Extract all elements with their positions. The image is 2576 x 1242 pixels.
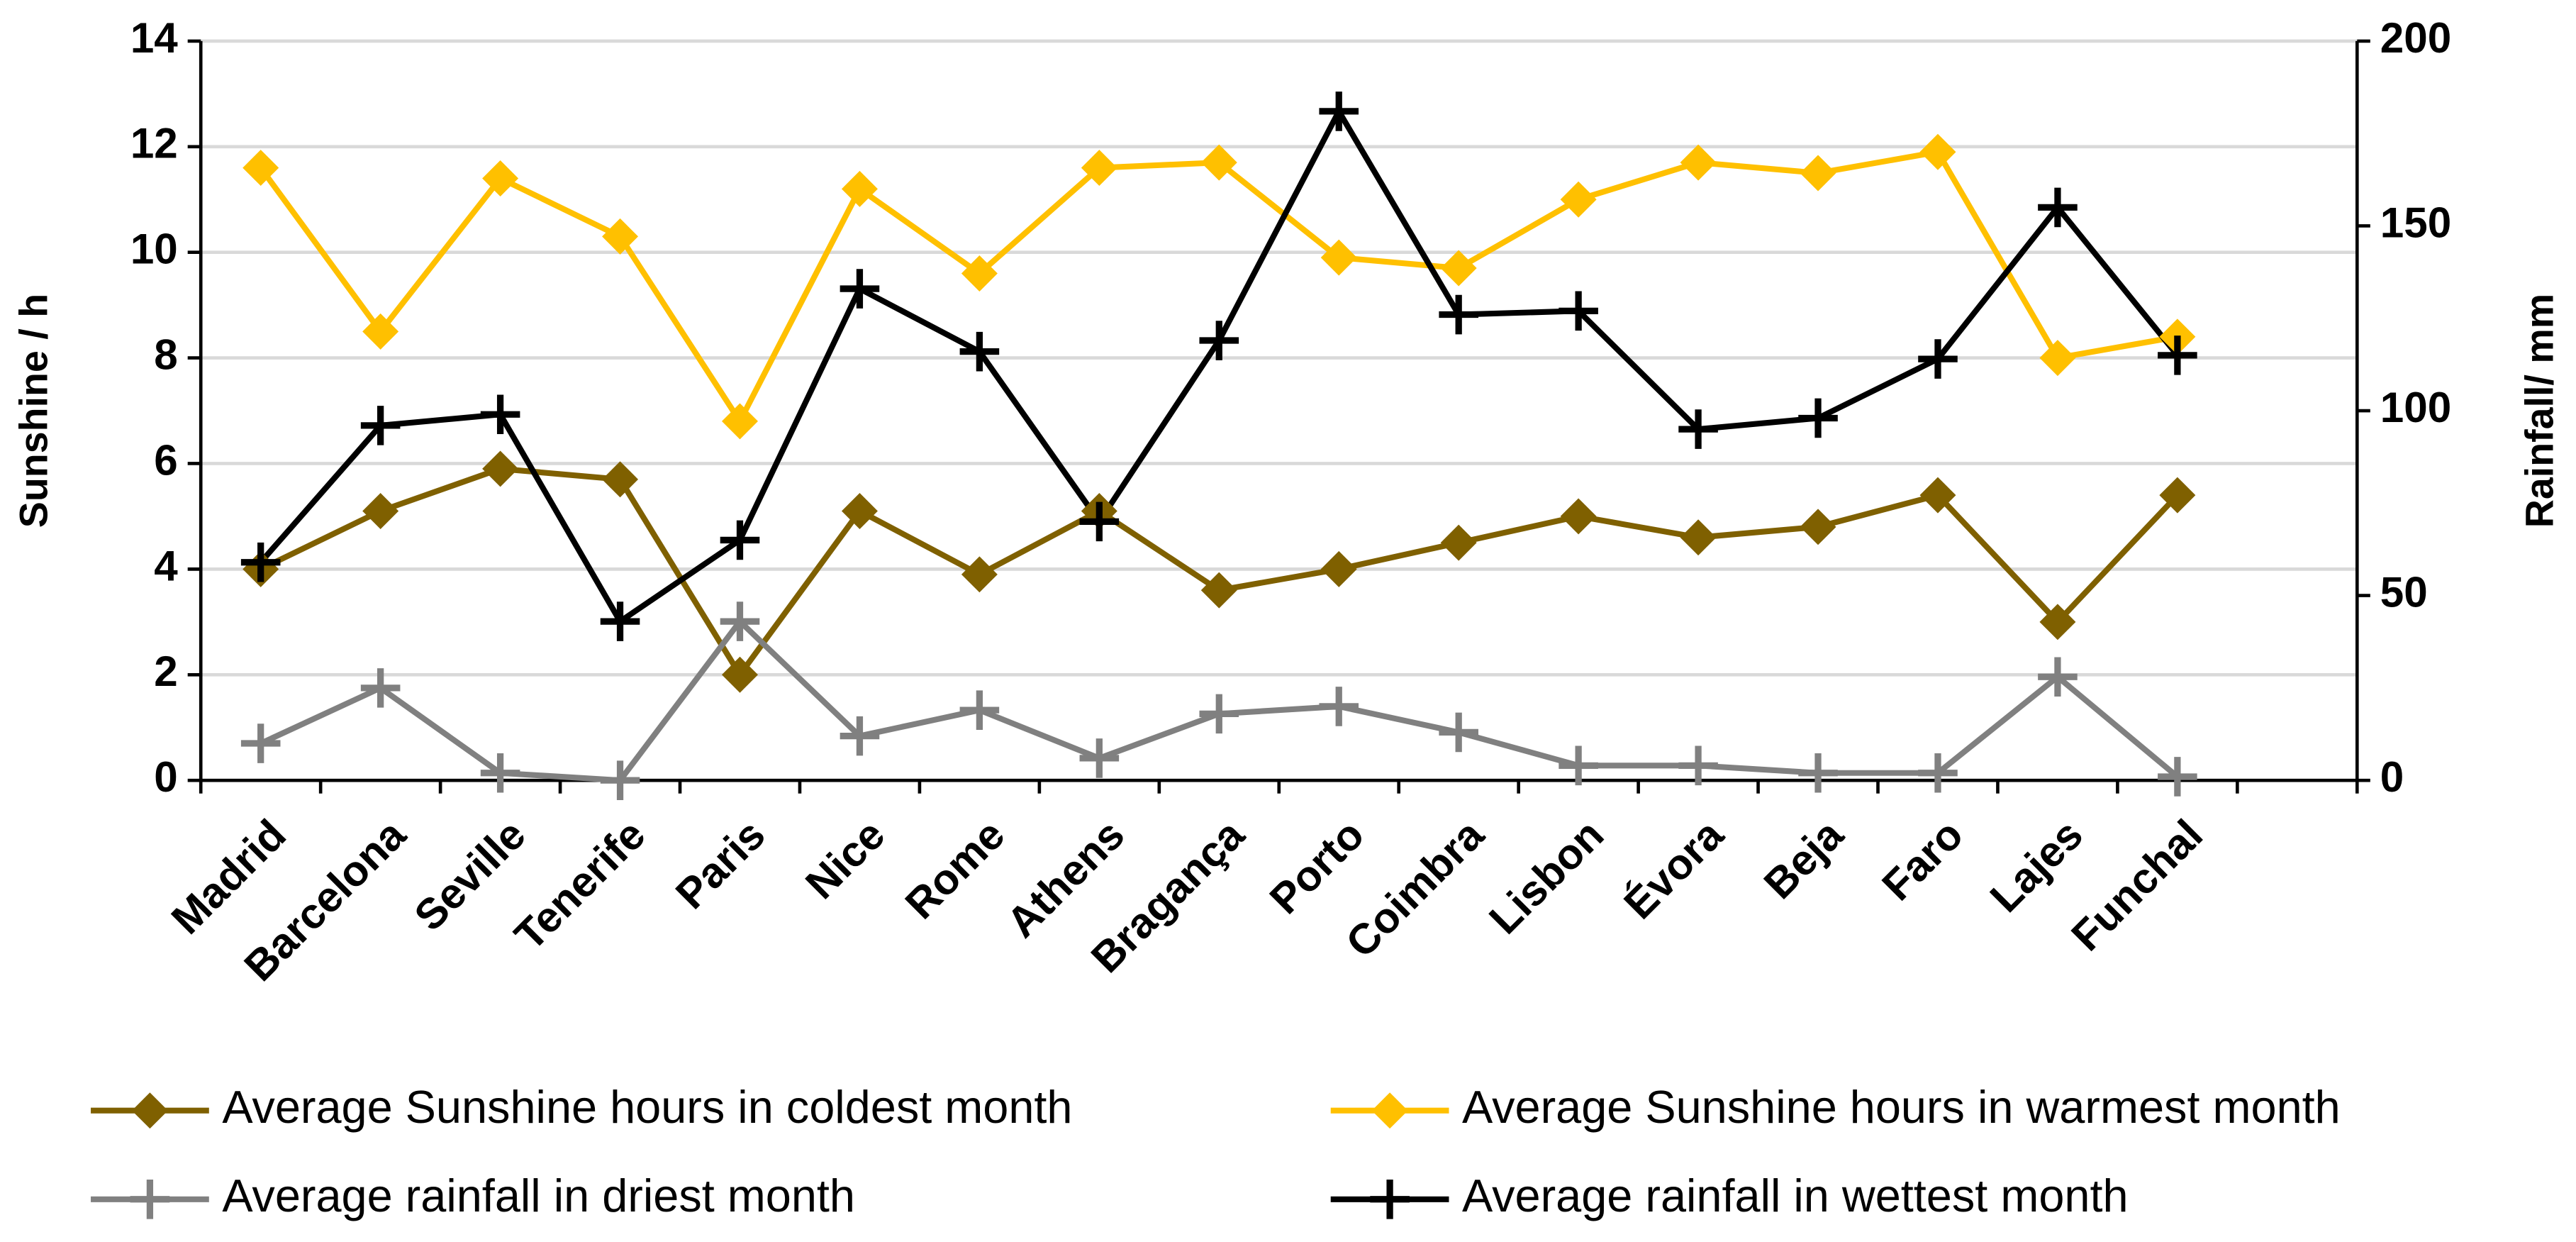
marker — [360, 406, 401, 445]
marker — [1320, 239, 1357, 276]
legend-marker — [130, 1179, 170, 1219]
y2-axis-title: Rainfall/ mm — [2518, 294, 2562, 528]
legend-marker — [1371, 1092, 1408, 1129]
y-tick-label: 0 — [154, 753, 177, 801]
marker — [600, 760, 640, 800]
y-tick-label: 14 — [130, 13, 178, 62]
marker — [240, 723, 281, 763]
marker — [961, 556, 998, 593]
marker — [1918, 753, 1958, 793]
marker — [2158, 757, 2197, 797]
y2-tick-label: 50 — [2380, 568, 2428, 616]
y-tick-label: 12 — [130, 119, 178, 167]
marker — [720, 520, 760, 560]
marker — [1199, 694, 1239, 734]
marker — [2158, 336, 2197, 375]
marker — [1800, 509, 1836, 545]
marker — [2159, 477, 2196, 514]
marker — [1678, 745, 1718, 786]
marker — [1560, 181, 1597, 218]
legend-marker — [131, 1092, 168, 1129]
marker — [600, 601, 640, 641]
legend-label: Average rainfall in wettest month — [1462, 1170, 2129, 1221]
legend-item: Average rainfall in driest month — [91, 1170, 855, 1221]
marker — [2038, 187, 2078, 228]
legend-label: Average Sunshine hours in coldest month — [222, 1081, 1072, 1133]
marker — [959, 331, 1000, 372]
marker — [722, 656, 758, 693]
marker — [1081, 150, 1117, 187]
marker — [1440, 524, 1477, 561]
legend-item: Average Sunshine hours in coldest month — [91, 1081, 1072, 1133]
marker — [1798, 753, 1838, 793]
legend-label: Average rainfall in driest month — [222, 1170, 855, 1221]
marker — [360, 668, 401, 708]
marker — [1559, 291, 1598, 331]
y-tick-label: 4 — [154, 541, 178, 589]
y2-tick-label: 100 — [2380, 383, 2451, 431]
marker — [840, 269, 880, 309]
marker — [1678, 409, 1718, 449]
marker — [1800, 155, 1836, 192]
marker — [1439, 712, 1478, 753]
y-tick-label: 8 — [154, 330, 177, 378]
marker — [480, 394, 520, 435]
y-tick-label: 6 — [154, 436, 177, 484]
y2-tick-label: 150 — [2380, 198, 2451, 246]
legend-item: Average rainfall in wettest month — [1330, 1170, 2129, 1221]
marker — [959, 690, 1000, 730]
marker — [602, 461, 639, 498]
marker — [722, 403, 758, 440]
marker — [480, 753, 520, 793]
marker — [602, 218, 639, 255]
y-axis-title: Sunshine / h — [11, 294, 55, 528]
y-tick-label: 10 — [130, 225, 178, 273]
marker — [1319, 687, 1359, 726]
marker — [1559, 745, 1598, 786]
marker — [2039, 604, 2076, 641]
marker — [841, 493, 878, 529]
marker — [1560, 498, 1597, 535]
marker — [362, 313, 399, 350]
marker — [482, 160, 519, 196]
marker — [1199, 321, 1239, 360]
marker — [840, 716, 880, 756]
marker — [841, 170, 878, 207]
marker — [1680, 519, 1717, 556]
legend-item: Average Sunshine hours in warmest month — [1330, 1081, 2341, 1133]
marker — [1320, 550, 1357, 587]
marker — [2038, 657, 2078, 697]
marker — [1079, 501, 1120, 542]
legend-label: Average Sunshine hours in warmest month — [1462, 1081, 2341, 1133]
marker — [1319, 92, 1359, 131]
marker — [1200, 144, 1237, 181]
marker — [1439, 294, 1478, 335]
marker — [1798, 398, 1838, 438]
y2-tick-label: 0 — [2380, 753, 2404, 801]
marker — [1079, 738, 1120, 778]
marker — [961, 255, 998, 292]
y2-tick-label: 200 — [2380, 13, 2451, 62]
marker — [242, 150, 279, 187]
marker — [1919, 477, 1956, 514]
marker — [720, 601, 760, 641]
marker — [482, 450, 519, 487]
marker — [1918, 339, 1958, 379]
marker — [2039, 340, 2076, 377]
marker — [1200, 572, 1237, 609]
marker — [240, 542, 281, 582]
legend-marker — [1370, 1179, 1410, 1219]
marker — [1680, 144, 1717, 181]
marker — [362, 493, 399, 529]
y-tick-label: 2 — [154, 647, 177, 695]
